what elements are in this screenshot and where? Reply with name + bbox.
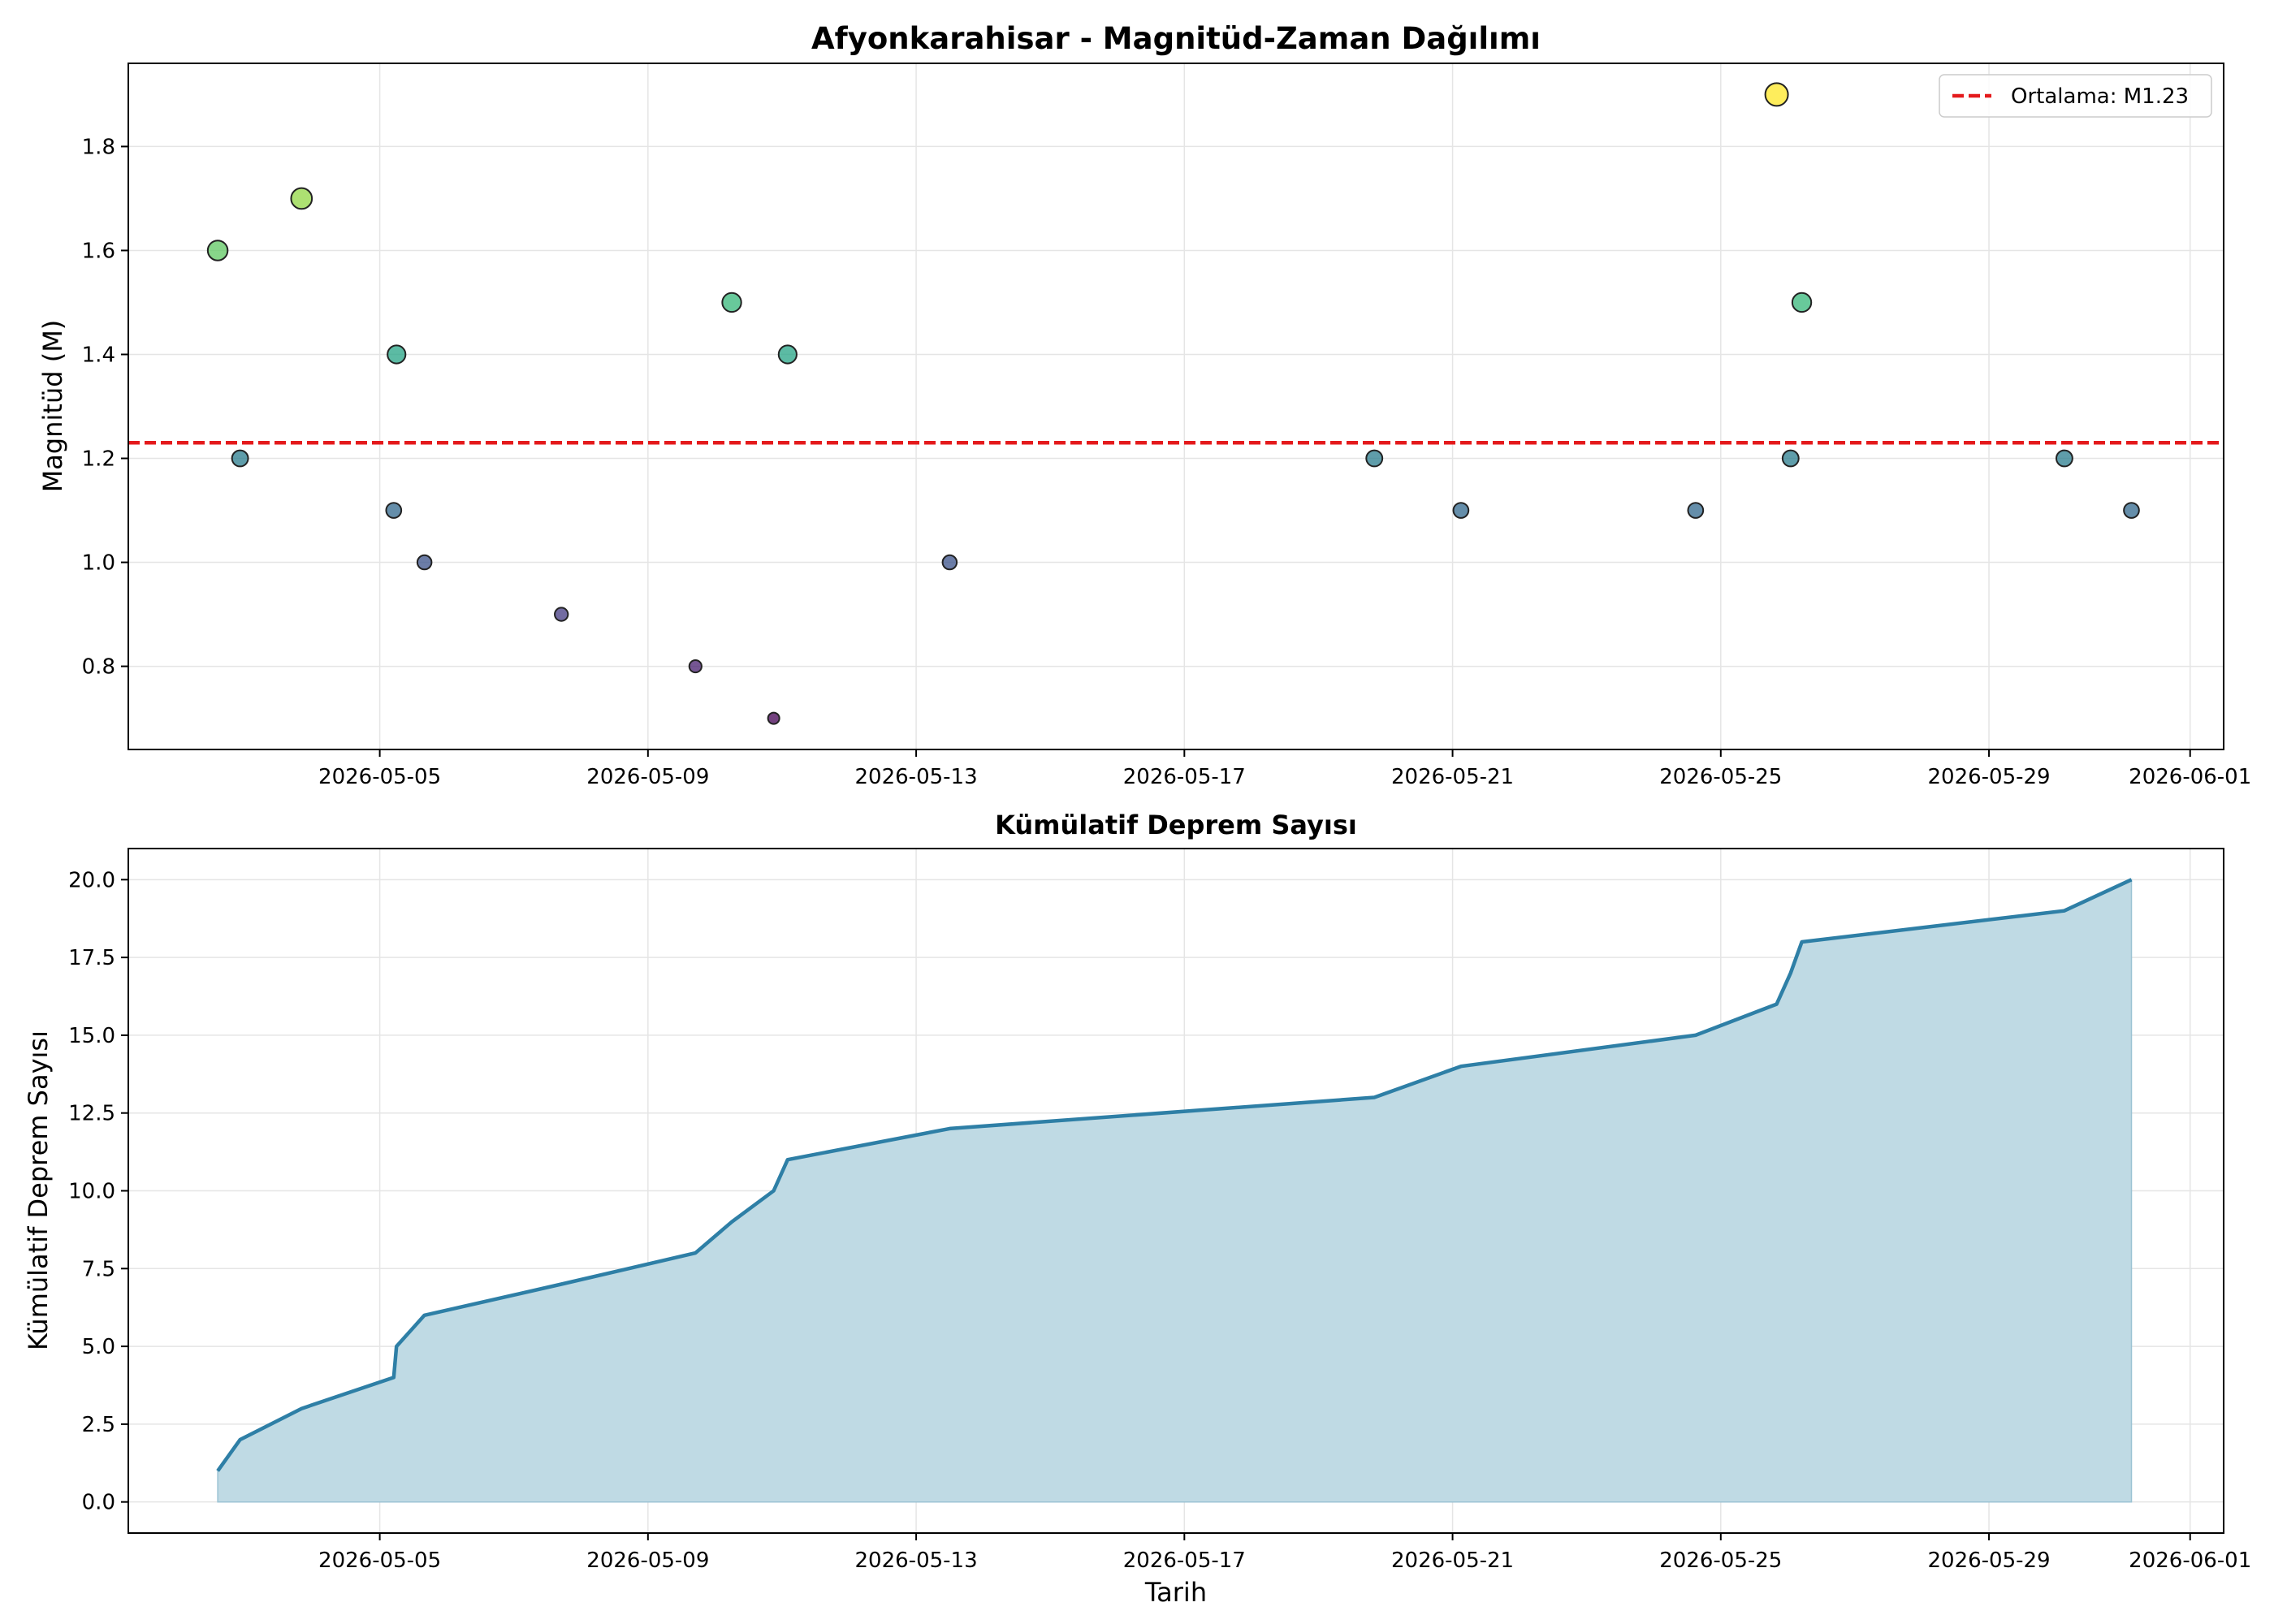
x-tick-label: 2026-05-05 (318, 765, 441, 789)
scatter-point (767, 711, 780, 725)
scatter-point (387, 344, 407, 365)
x-tick-label: 2026-06-01 (2129, 1548, 2251, 1573)
magnitude-grid (128, 63, 2224, 749)
cumulative-x-ticks: 2026-05-05 2026-05-09 2026-05-13 2026-05-17… (318, 1533, 2251, 1573)
cumulative-panel: Kümülatif Deprem Sayısı 2026-05-05 2026-0… (23, 810, 2251, 1608)
scatter-point (554, 607, 569, 622)
magnitude-axes-frame (128, 63, 2224, 750)
y-axis-label-magnitude: Magnitüd (M) (37, 320, 68, 493)
y-tick-label: 2.5 (82, 1413, 115, 1437)
y-tick-label: 0.8 (82, 655, 115, 680)
scatter-point (941, 554, 958, 571)
legend-label-mean: Ortalama: M1.23 (2011, 84, 2189, 109)
x-tick-label: 2026-05-13 (855, 1548, 978, 1573)
scatter-points (206, 82, 2140, 725)
chart-title-magnitude: Afyonkarahisar - Magnitüd-Zaman Dağılımı (811, 21, 1541, 56)
scatter-point (1781, 449, 1800, 468)
scatter-point (2056, 449, 2073, 468)
scatter-point (290, 187, 313, 210)
y-tick-label: 1.8 (82, 135, 115, 159)
legend-box (1939, 74, 2212, 118)
scatter-point (1687, 502, 1705, 519)
x-tick-label: 2026-05-05 (318, 1548, 441, 1573)
y-tick-label: 5.0 (82, 1335, 115, 1359)
magnitude-time-panel: Afyonkarahisar - Magnitüd-Zaman Dağılımı… (37, 21, 2251, 789)
cumulative-line (216, 878, 2133, 1472)
y-tick-label: 15.0 (68, 1024, 115, 1048)
scatter-point (231, 449, 249, 468)
cumulative-series (216, 878, 2133, 1503)
x-tick-label: 2026-05-29 (1927, 765, 2050, 789)
x-tick-label: 2026-05-25 (1659, 765, 1782, 789)
y-tick-label: 20.0 (68, 868, 115, 892)
scatter-point (2123, 502, 2140, 519)
scatter-point (385, 502, 403, 519)
scatter-point (206, 240, 229, 261)
x-tick-label: 2026-06-01 (2129, 765, 2251, 789)
x-axis-label-cumulative: Tarih (1144, 1577, 1207, 1608)
magnitude-x-ticks: 2026-05-05 2026-05-09 2026-05-13 2026-05-17… (318, 749, 2251, 789)
scatter-point (777, 344, 798, 365)
scatter-point (721, 292, 742, 313)
scatter-point (1452, 502, 1470, 519)
x-tick-label: 2026-05-09 (586, 1548, 709, 1573)
y-tick-label: 1.6 (82, 239, 115, 263)
y-tick-label: 1.2 (82, 447, 115, 472)
y-axis-label-cumulative: Kümülatif Deprem Sayısı (23, 1030, 54, 1350)
cumulative-y-ticks: 0.0 2.5 5.0 7.5 10.0 12.5 15.0 17.5 20.0 (68, 868, 128, 1515)
y-tick-label: 10.0 (68, 1180, 115, 1204)
x-tick-label: 2026-05-13 (855, 765, 978, 789)
x-tick-label: 2026-05-21 (1391, 1548, 1514, 1573)
legend: Ortalama: M1.23 (1939, 74, 2212, 118)
y-tick-label: 1.0 (82, 551, 115, 576)
x-tick-label: 2026-05-17 (1123, 1548, 1246, 1573)
chart-title-cumulative: Kümülatif Deprem Sayısı (995, 810, 1357, 840)
scatter-point (1764, 82, 1789, 107)
x-tick-label: 2026-05-25 (1659, 1548, 1782, 1573)
y-tick-label: 0.0 (82, 1491, 115, 1515)
scatter-point (1365, 449, 1384, 468)
y-tick-label: 17.5 (68, 946, 115, 970)
magnitude-y-ticks: 0.8 1.0 1.2 1.4 1.6 1.8 (82, 135, 128, 680)
x-tick-label: 2026-05-29 (1927, 1548, 2050, 1573)
y-tick-label: 1.4 (82, 343, 115, 367)
y-tick-label: 12.5 (68, 1102, 115, 1126)
x-tick-label: 2026-05-17 (1123, 765, 1246, 789)
scatter-point (1791, 292, 1813, 313)
y-tick-label: 7.5 (82, 1257, 115, 1281)
x-tick-label: 2026-05-21 (1391, 765, 1514, 789)
scatter-point (416, 554, 433, 571)
scatter-point (688, 659, 703, 674)
x-tick-label: 2026-05-09 (586, 765, 709, 789)
